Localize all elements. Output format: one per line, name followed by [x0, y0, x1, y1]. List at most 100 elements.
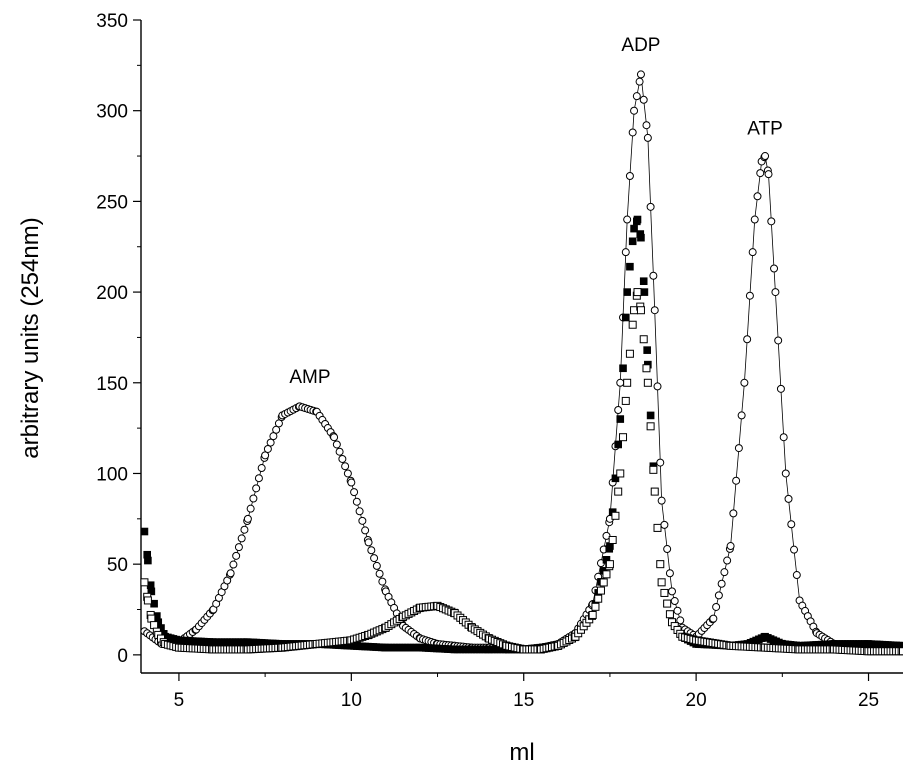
- data-point: [745, 291, 754, 300]
- data-point: [150, 621, 159, 630]
- y-tick-label: 250: [96, 192, 128, 213]
- data-point: [670, 597, 679, 606]
- data-point: [656, 560, 665, 569]
- data-point: [611, 511, 620, 520]
- data-point: [621, 396, 630, 405]
- data-point: [770, 264, 779, 273]
- data-point: [350, 488, 359, 497]
- data-point: [781, 469, 790, 478]
- data-point: [378, 577, 387, 586]
- data-point: [743, 335, 752, 344]
- data-point: [764, 170, 773, 179]
- y-tick-label: 100: [96, 464, 128, 485]
- data-point: [623, 288, 631, 296]
- peak-annotations: AMP ADP ATP: [289, 35, 782, 388]
- data-point: [639, 277, 648, 286]
- data-point: [667, 587, 676, 596]
- data-point: [232, 551, 241, 560]
- data-point: [663, 599, 672, 608]
- data-point: [611, 474, 620, 483]
- data-point: [355, 507, 364, 516]
- x-axis-label: ml: [509, 739, 534, 766]
- data-point: [628, 128, 637, 137]
- y-tick-label: 300: [96, 102, 128, 123]
- data-point: [628, 237, 637, 246]
- data-point: [653, 382, 662, 391]
- data-point: [660, 588, 669, 597]
- data-point: [616, 378, 625, 387]
- x-tick-label: 15: [513, 690, 534, 711]
- series-filled-square: [140, 215, 903, 654]
- data-point: [375, 569, 384, 578]
- data-point: [657, 578, 666, 587]
- data-point: [332, 440, 341, 449]
- data-point: [649, 465, 658, 474]
- data-point: [226, 569, 235, 578]
- x-tick-label: 5: [174, 690, 185, 711]
- data-point: [636, 70, 645, 79]
- data-point: [709, 614, 718, 623]
- data-point: [249, 494, 258, 503]
- data-point: [673, 606, 682, 615]
- data-point: [714, 591, 723, 600]
- data-point: [599, 578, 608, 587]
- data-point: [619, 433, 628, 442]
- data-point: [774, 336, 783, 345]
- data-point: [358, 516, 367, 525]
- y-axis-label: arbitrary units (254nm): [17, 217, 44, 458]
- data-point: [370, 554, 379, 563]
- series-open-square: [140, 288, 903, 656]
- data-point: [623, 215, 632, 224]
- data-point: [790, 545, 799, 554]
- data-point: [712, 602, 721, 611]
- data-point: [614, 440, 622, 449]
- data-point: [750, 215, 759, 224]
- data-point: [776, 384, 785, 393]
- y-tick-label: 50: [107, 555, 128, 576]
- data-point: [729, 509, 738, 518]
- data-point: [632, 92, 641, 101]
- data-point: [726, 542, 735, 551]
- axes: [140, 20, 903, 674]
- series-open-circle: [140, 70, 903, 654]
- data-point: [596, 586, 605, 595]
- data-point: [254, 474, 263, 483]
- data-point: [623, 378, 632, 387]
- data-point: [588, 610, 597, 619]
- data-point: [237, 534, 246, 543]
- data-point: [625, 349, 634, 358]
- data-point: [784, 494, 793, 503]
- data-point: [642, 364, 651, 373]
- data-point: [665, 610, 674, 619]
- data-point: [621, 248, 630, 257]
- data-point: [367, 546, 376, 555]
- data-point: [643, 346, 651, 354]
- data-point: [614, 405, 623, 414]
- y-tick-label: 0: [117, 646, 128, 667]
- data-point: [341, 462, 350, 471]
- data-point: [335, 447, 344, 456]
- data-point: [143, 596, 152, 605]
- data-point: [240, 525, 249, 534]
- data-point: [657, 496, 666, 505]
- annotation-atp: ATP: [747, 118, 783, 139]
- data-point: [771, 288, 780, 297]
- data-point: [616, 469, 625, 478]
- y-tick-label: 350: [96, 11, 128, 32]
- data-point: [649, 271, 658, 280]
- data-point: [643, 133, 652, 142]
- data-point: [633, 288, 642, 297]
- data-point: [246, 504, 255, 513]
- data-point: [605, 560, 614, 569]
- x-tick-label: 25: [858, 690, 879, 711]
- data-point: [899, 641, 903, 650]
- data-point: [646, 411, 655, 420]
- data-point: [740, 378, 749, 387]
- data-point: [140, 527, 149, 536]
- data-point: [717, 579, 726, 588]
- data-point: [639, 335, 648, 344]
- data-point: [616, 415, 625, 423]
- data-point: [619, 364, 627, 373]
- data-point: [653, 523, 662, 532]
